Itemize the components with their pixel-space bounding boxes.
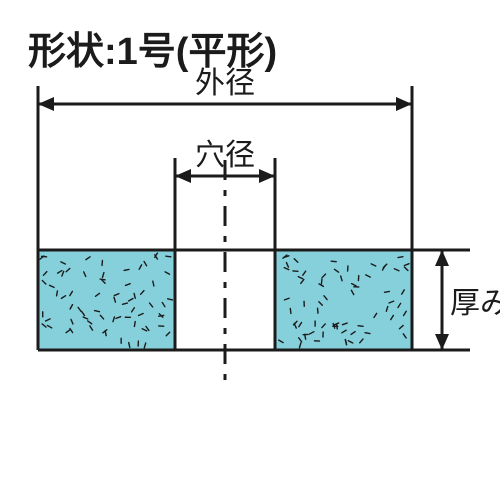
label-thickness: 厚み <box>450 278 500 322</box>
diagram-stage: 形状:1号(平形) 外径 穴径 厚み <box>0 0 500 500</box>
label-bore-diameter: 穴径 <box>195 130 255 174</box>
label-outer-diameter: 外径 <box>195 58 255 102</box>
